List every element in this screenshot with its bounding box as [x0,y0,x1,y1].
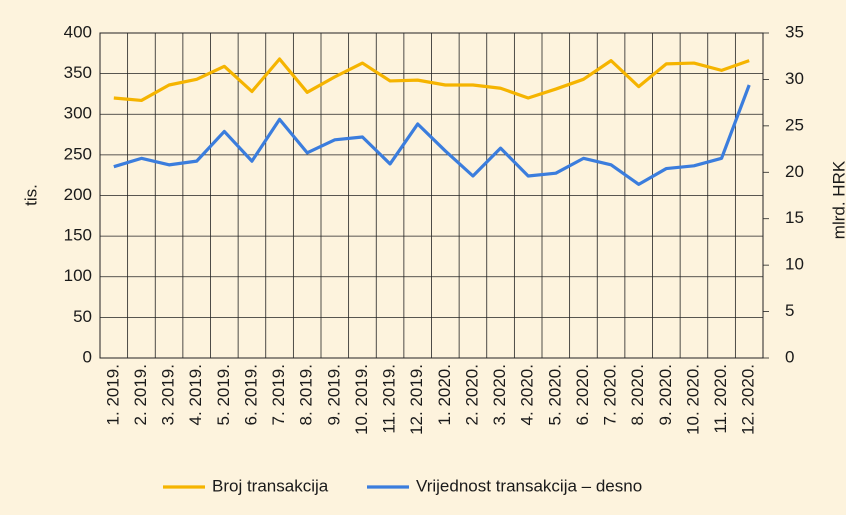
x-tick-label: 7. 2020. [601,364,620,425]
y-tick-label: 50 [73,307,92,326]
x-tick-label: 1. 2019. [103,364,122,425]
x-tick-label: 1. 2020. [435,364,454,425]
x-tick-label: 12. 2019. [407,364,426,435]
y2-tick-label: 0 [785,347,794,366]
x-tick-label: 9. 2020. [656,364,675,425]
x-tick-label: 4. 2020. [518,364,537,425]
y2-tick-label: 25 [785,115,804,134]
y-axis-label: tis. [21,184,40,206]
x-tick-label: 6. 2019. [241,364,260,425]
y-tick-label: 300 [64,104,92,123]
x-tick-label: 8. 2020. [628,364,647,425]
y2-tick-label: 30 [785,69,804,88]
plot-frame [99,32,764,359]
y2-tick-label: 20 [785,162,804,181]
y2-tick-label: 15 [785,208,804,227]
x-tick-label: 6. 2020. [573,364,592,425]
x-tick-label: 11. 2019. [380,364,399,434]
series-line [113,84,751,186]
y-tick-label: 250 [64,144,92,163]
y2-tick-label: 5 [785,301,794,320]
y2-tick-label: 10 [785,255,804,274]
y-tick-label: 200 [64,185,92,204]
series-line [113,57,750,103]
x-tick-label: 8. 2019. [297,364,316,425]
y2-axis-label: mlrd. HRK [829,160,846,239]
x-tick-label: 3. 2019. [159,364,178,425]
legend-label: Broj transakcija [212,476,329,495]
x-tick-label: 3. 2020. [490,364,509,425]
x-tick-label: 11. 2020. [711,364,730,434]
x-tick-label: 5. 2020. [545,364,564,425]
x-tick-label: 12. 2020. [739,364,758,435]
y-tick-label: 400 [64,22,92,41]
x-tick-label: 7. 2019. [269,364,288,425]
x-tick-label: 2. 2019. [131,364,150,425]
y-tick-label: 100 [64,266,92,285]
x-tick-label: 10. 2020. [683,364,702,435]
x-tick-label: 4. 2019. [186,364,205,425]
y-tick-label: 150 [64,226,92,245]
x-tick-label: 9. 2019. [324,364,343,425]
x-tick-label: 2. 2020. [462,364,481,425]
y2-tick-label: 35 [785,22,804,41]
legend-label: Vrijednost transakcija – desno [416,476,642,495]
y-tick-label: 350 [64,63,92,82]
x-tick-label: 10. 2019. [352,364,371,435]
y-tick-label: 0 [83,347,92,366]
x-tick-label: 5. 2019. [214,364,233,425]
